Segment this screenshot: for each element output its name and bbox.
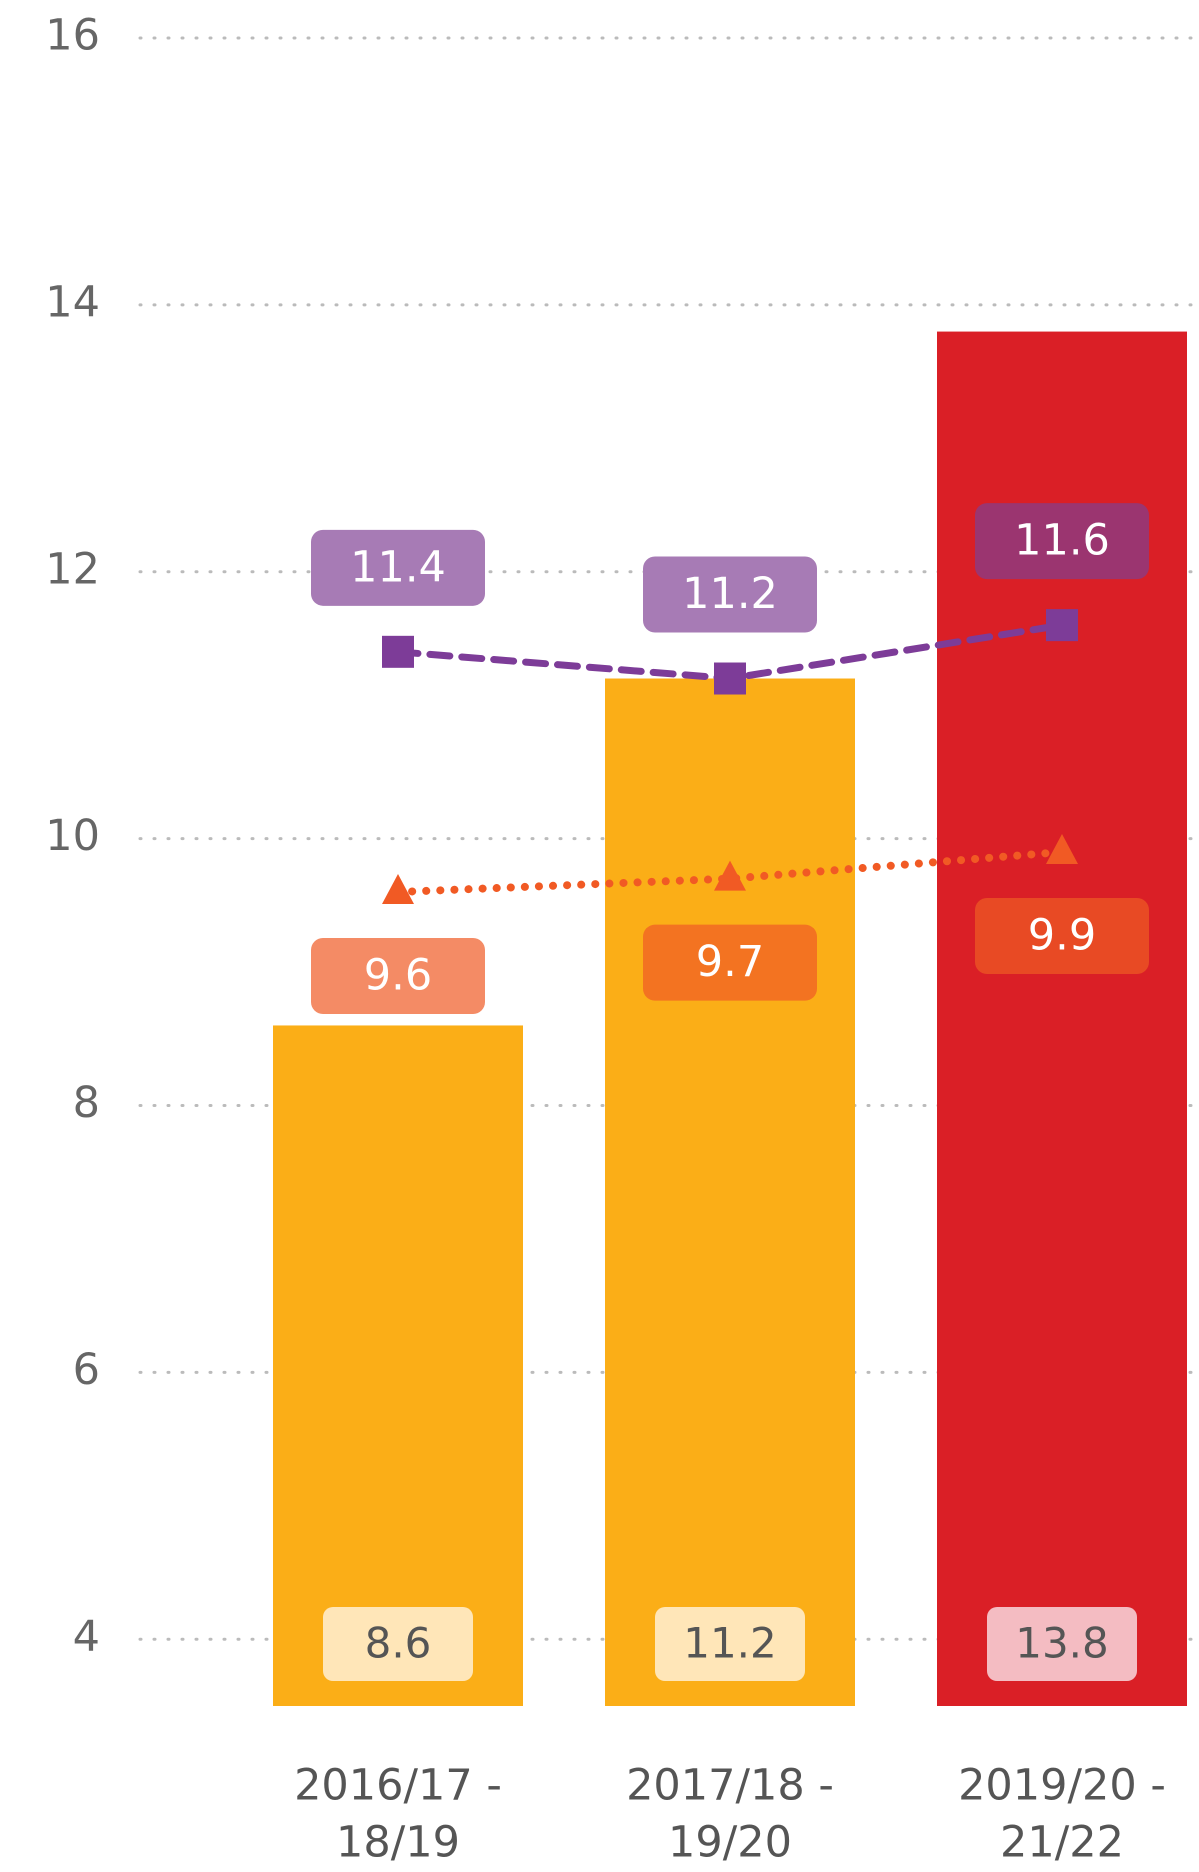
y-tick-label: 14 — [45, 277, 100, 327]
bar-label-box — [655, 1607, 805, 1681]
data-label: 11.2 — [682, 569, 778, 619]
bar — [605, 678, 855, 1707]
y-tick-label: 10 — [45, 811, 100, 861]
y-tick-label: 12 — [45, 544, 100, 594]
marker — [1046, 609, 1078, 642]
x-tick-label: 2019/20 - — [958, 1761, 1166, 1811]
bar-label-box — [987, 1607, 1137, 1681]
data-label-box — [975, 503, 1149, 580]
data-label-box — [643, 924, 817, 1001]
bar-label: 8.6 — [365, 1619, 432, 1668]
x-tick-label: 2017/18 - — [626, 1761, 834, 1811]
x-tick-label: 18/19 — [336, 1818, 460, 1868]
data-label-box — [643, 556, 817, 633]
data-label-box — [311, 529, 485, 606]
y-tick-label: 4 — [73, 1612, 100, 1662]
x-tick-label: 21/22 — [1000, 1818, 1124, 1868]
data-label: 9.6 — [364, 951, 432, 1001]
data-label: 11.4 — [350, 542, 446, 592]
line — [394, 847, 1066, 897]
y-tick-label: 16 — [45, 11, 100, 61]
marker — [382, 874, 414, 905]
marker — [714, 662, 746, 695]
x-tick-label: 2016/17 - — [294, 1761, 502, 1811]
marker — [1046, 833, 1078, 864]
marker — [714, 860, 746, 891]
data-label: 11.6 — [1014, 516, 1110, 566]
data-label-box — [975, 897, 1149, 974]
bar-label: 13.8 — [1015, 1619, 1109, 1668]
marker — [382, 635, 414, 668]
bar — [273, 1025, 523, 1706]
y-tick-label: 6 — [73, 1345, 100, 1395]
bar-label: 11.2 — [683, 1619, 777, 1668]
data-label: 9.7 — [696, 937, 764, 987]
data-label: 9.9 — [1028, 910, 1096, 960]
bar-label-box — [323, 1607, 473, 1681]
data-label-box — [311, 938, 485, 1015]
x-tick-label: 19/20 — [668, 1818, 792, 1868]
y-tick-label: 8 — [73, 1078, 100, 1128]
